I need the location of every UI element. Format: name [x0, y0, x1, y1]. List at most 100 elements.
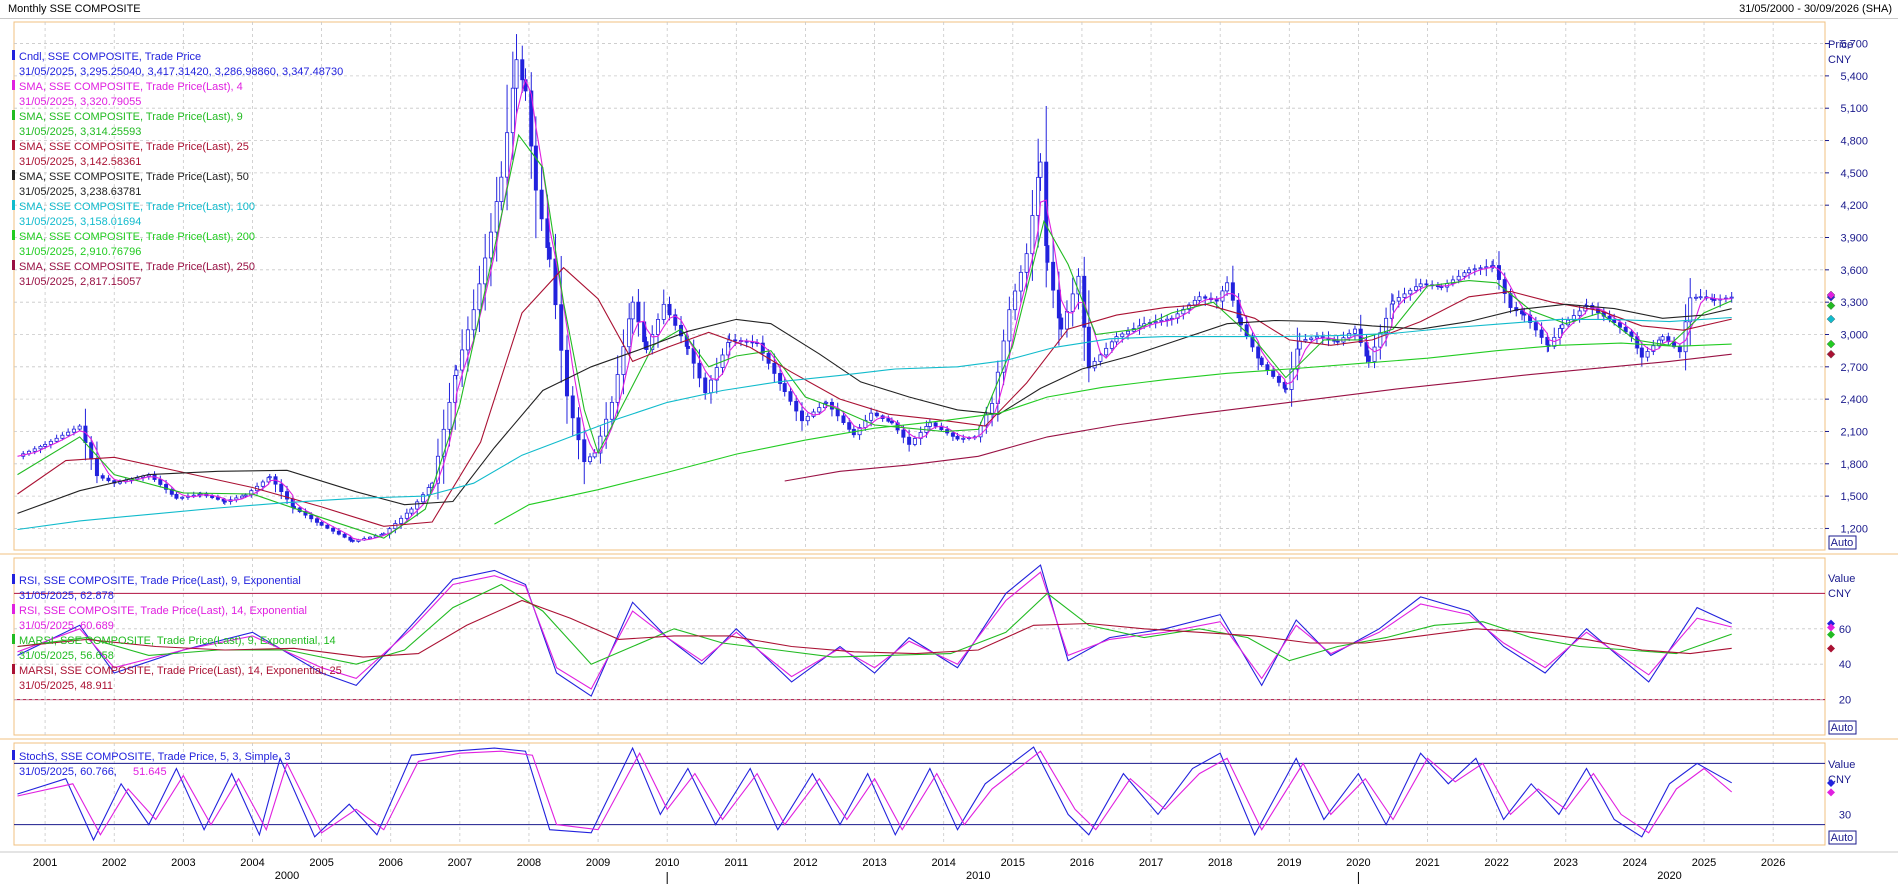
stoch-k-line — [17, 746, 1732, 842]
candle-body — [309, 514, 314, 520]
price-legend-value-7: 31/05/2025, 2,817.15057 — [19, 276, 141, 288]
candle-body — [1314, 336, 1319, 339]
last-value-marker-stoch — [1827, 778, 1835, 787]
candle-body — [66, 431, 71, 436]
candle-body — [889, 420, 894, 424]
rsi-legend-value-2: 31/05/2025, 56.658 — [19, 650, 114, 662]
candle-body — [1372, 346, 1377, 362]
candle-group — [21, 34, 1734, 543]
y-tick-label-price-3600: 3,600 — [1840, 265, 1868, 277]
panel-frame-1 — [13, 21, 1826, 551]
last-value-marker — [1826, 301, 1836, 310]
candle-body — [158, 479, 163, 485]
x-tick-label-2022: 2022 — [1484, 857, 1508, 869]
candle-body — [240, 495, 245, 499]
y-tick-label-price-2400: 2,400 — [1840, 394, 1868, 406]
rsi-14-line — [17, 571, 1732, 690]
candle-body — [650, 334, 655, 350]
candle-body — [1120, 333, 1125, 338]
candle-body — [592, 452, 597, 458]
candle-body — [912, 438, 917, 445]
candle-body — [1623, 326, 1628, 333]
candle-body — [1418, 283, 1423, 288]
x-tick-label-2017: 2017 — [1139, 857, 1163, 869]
candle-body — [604, 418, 609, 437]
x-tick-label-2011: 2011 — [724, 857, 748, 869]
candle-body — [303, 511, 308, 516]
sma-9-line — [17, 133, 1732, 539]
candle-body — [1276, 376, 1281, 383]
price-legend-value-5: 31/05/2025, 3,158.01694 — [19, 216, 141, 228]
candle-body — [488, 231, 493, 259]
candle-body — [1104, 347, 1109, 356]
candle-body — [1126, 330, 1131, 335]
candle-body — [644, 341, 649, 350]
candle-body — [835, 408, 840, 417]
candle-body — [1533, 322, 1538, 331]
candle-body — [1450, 279, 1455, 284]
candle-body — [60, 434, 65, 439]
candle-body — [933, 422, 938, 427]
candle-body — [1560, 324, 1565, 329]
x-decade-label-2020: 2020 — [1657, 870, 1681, 882]
candle-body — [494, 201, 499, 233]
candle-body — [1256, 346, 1261, 359]
candle-body — [539, 189, 544, 220]
candle-body — [404, 512, 409, 519]
x-tick-label-2025: 2025 — [1692, 857, 1716, 869]
stoch-legend-value-0: 31/05/2025, 60.766, — [19, 766, 117, 778]
candle-body — [71, 428, 76, 433]
auto-scale-button-rsi[interactable] — [1828, 720, 1857, 735]
auto-scale-button-price[interactable] — [1828, 535, 1857, 550]
price-legend-swatch-0 — [12, 50, 15, 60]
candle-body — [325, 524, 330, 529]
last-value-marker — [1826, 349, 1836, 359]
price-legend-value-3: 31/05/2025, 3,142.58361 — [19, 156, 141, 168]
candle-body — [1729, 296, 1734, 299]
rsi-legend-name-2: MARSI, SSE COMPOSITE, Trade Price(Last),… — [19, 635, 336, 647]
candle-body — [545, 218, 550, 248]
auto-scale-button-stoch[interactable] — [1828, 830, 1857, 845]
window-title-bar: Monthly SSE COMPOSITE 31/05/2000 - 30/09… — [0, 0, 1898, 19]
candle-body — [1271, 370, 1276, 377]
candle-body — [760, 342, 765, 354]
y-tick-label-price-2100: 2,100 — [1840, 426, 1868, 438]
last-value-marker — [1826, 314, 1836, 324]
stoch-d-line — [17, 750, 1733, 836]
x-tick-label-2013: 2013 — [862, 857, 886, 869]
candle-body — [1520, 310, 1525, 315]
candle-body — [1539, 329, 1544, 338]
candle-body — [1402, 293, 1407, 298]
last-value-marker-stoch — [1827, 788, 1835, 797]
candle-body — [1677, 346, 1682, 353]
last-value-marker-rsi — [1827, 644, 1835, 653]
candle-body — [1064, 311, 1069, 330]
candle-body — [1478, 267, 1483, 270]
candle-body — [279, 483, 284, 493]
candle-body — [1366, 355, 1371, 362]
candle-body — [1303, 339, 1308, 342]
y-tick-label-price-5100: 5,100 — [1840, 103, 1868, 115]
sma-50-line — [17, 303, 1732, 514]
candle-body — [1045, 245, 1050, 263]
candle-body — [331, 527, 336, 532]
candle-body — [1297, 340, 1302, 350]
candle-body — [1203, 296, 1208, 299]
price-legend-value-4: 31/05/2025, 3,238.63781 — [19, 186, 141, 198]
marsi-14-line — [17, 599, 1732, 658]
candle-body — [1396, 297, 1401, 302]
candle-body — [1617, 322, 1622, 328]
x-tick-label-2024: 2024 — [1623, 857, 1647, 869]
candle-body — [441, 428, 446, 457]
candle-body — [547, 247, 552, 260]
rsi-legend-swatch-0 — [12, 574, 15, 584]
candle-body — [1496, 265, 1501, 280]
candle-body — [1693, 296, 1698, 299]
candle-body — [901, 429, 906, 438]
y-tick-label-price-5400: 5,400 — [1840, 71, 1868, 83]
candle-body — [180, 496, 185, 499]
panel-frame-3 — [13, 742, 1826, 846]
candle-body — [636, 301, 641, 323]
candle-body — [841, 415, 846, 423]
